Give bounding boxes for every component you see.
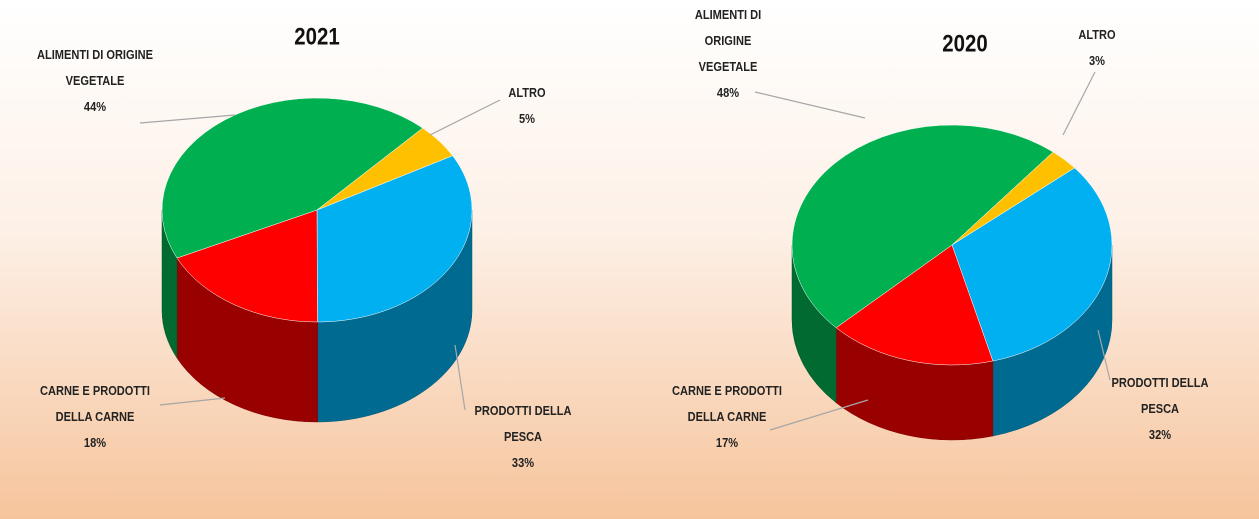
data-label-box: ALTRO 3%	[1072, 22, 1123, 74]
value-label: 17%	[715, 435, 739, 450]
category-label: PRODOTTI DELLA PESCA	[474, 403, 572, 444]
category-label: CARNE E PRODOTTI DELLA CARNE	[40, 383, 150, 424]
leader-line	[454, 344, 466, 411]
slice-top	[316, 127, 453, 211]
data-label-box: CARNE E PRODOTTI DELLA CARNE 17%	[663, 378, 791, 456]
value-label: 3%	[1089, 53, 1105, 68]
category-label: ALTRO	[508, 85, 546, 100]
value-label: 44%	[83, 99, 107, 114]
slice-top	[316, 155, 473, 323]
slice-top	[951, 151, 1075, 246]
data-label: PRODOTTI DELLA PESCA 32%	[1105, 370, 1216, 448]
data-label: CARNE E PRODOTTI DELLA CARNE 17%	[663, 378, 791, 456]
data-label: ALIMENTI DI ORIGINE VEGETALE 48%	[681, 2, 775, 106]
data-label-box: ALTRO 5%	[502, 80, 553, 132]
category-label: PRODOTTI DELLA PESCA	[1111, 375, 1209, 416]
leader-line	[754, 91, 866, 119]
data-label: PRODOTTI DELLA PESCA 33%	[468, 398, 579, 476]
pie-slice	[161, 97, 424, 359]
data-label: ALIMENTI DI ORIGINE VEGETALE 44%	[31, 42, 159, 120]
category-label: ALTRO	[1078, 27, 1116, 42]
value-label: 32%	[1148, 427, 1172, 442]
chart-title: 2020	[942, 30, 987, 57]
slice-top	[791, 124, 1054, 329]
data-label: ALTRO 5%	[502, 80, 553, 132]
data-label-box: ALIMENTI DI ORIGINE VEGETALE 44%	[31, 42, 159, 120]
category-label: ALIMENTI DI ORIGINE VEGETALE	[36, 47, 154, 88]
leader-line	[159, 397, 226, 406]
leader-line	[1097, 329, 1111, 381]
data-label-box: PRODOTTI DELLA PESCA 32%	[1105, 370, 1216, 448]
data-label-box: CARNE E PRODOTTI DELLA CARNE 18%	[31, 378, 159, 456]
category-label: ALIMENTI DI ORIGINE VEGETALE	[694, 7, 762, 74]
pie-slice	[951, 167, 1113, 437]
pie-slice	[176, 209, 318, 423]
value-label: 33%	[511, 455, 535, 470]
slice-top	[161, 97, 424, 259]
value-label: 48%	[716, 85, 740, 100]
leader-line	[139, 114, 236, 124]
leader-line	[1062, 71, 1096, 136]
slice-top	[176, 209, 318, 323]
category-label: CARNE E PRODOTTI DELLA CARNE	[672, 383, 782, 424]
data-label-box: ALIMENTI DI ORIGINE VEGETALE 48%	[681, 2, 775, 106]
slice-top	[951, 167, 1113, 362]
leader-line	[769, 399, 869, 431]
pie-slice	[951, 151, 1075, 246]
pie-slice	[791, 124, 1054, 404]
data-label: ALTRO 3%	[1072, 22, 1123, 74]
data-label-box: PRODOTTI DELLA PESCA 33%	[468, 398, 579, 476]
value-label: 5%	[519, 111, 535, 126]
leader-line	[429, 99, 501, 136]
data-label: CARNE E PRODOTTI DELLA CARNE 18%	[31, 378, 159, 456]
value-label: 18%	[83, 435, 107, 450]
chart-title: 2021	[294, 23, 339, 50]
slice-top	[835, 244, 994, 366]
pie-slice	[316, 127, 453, 211]
